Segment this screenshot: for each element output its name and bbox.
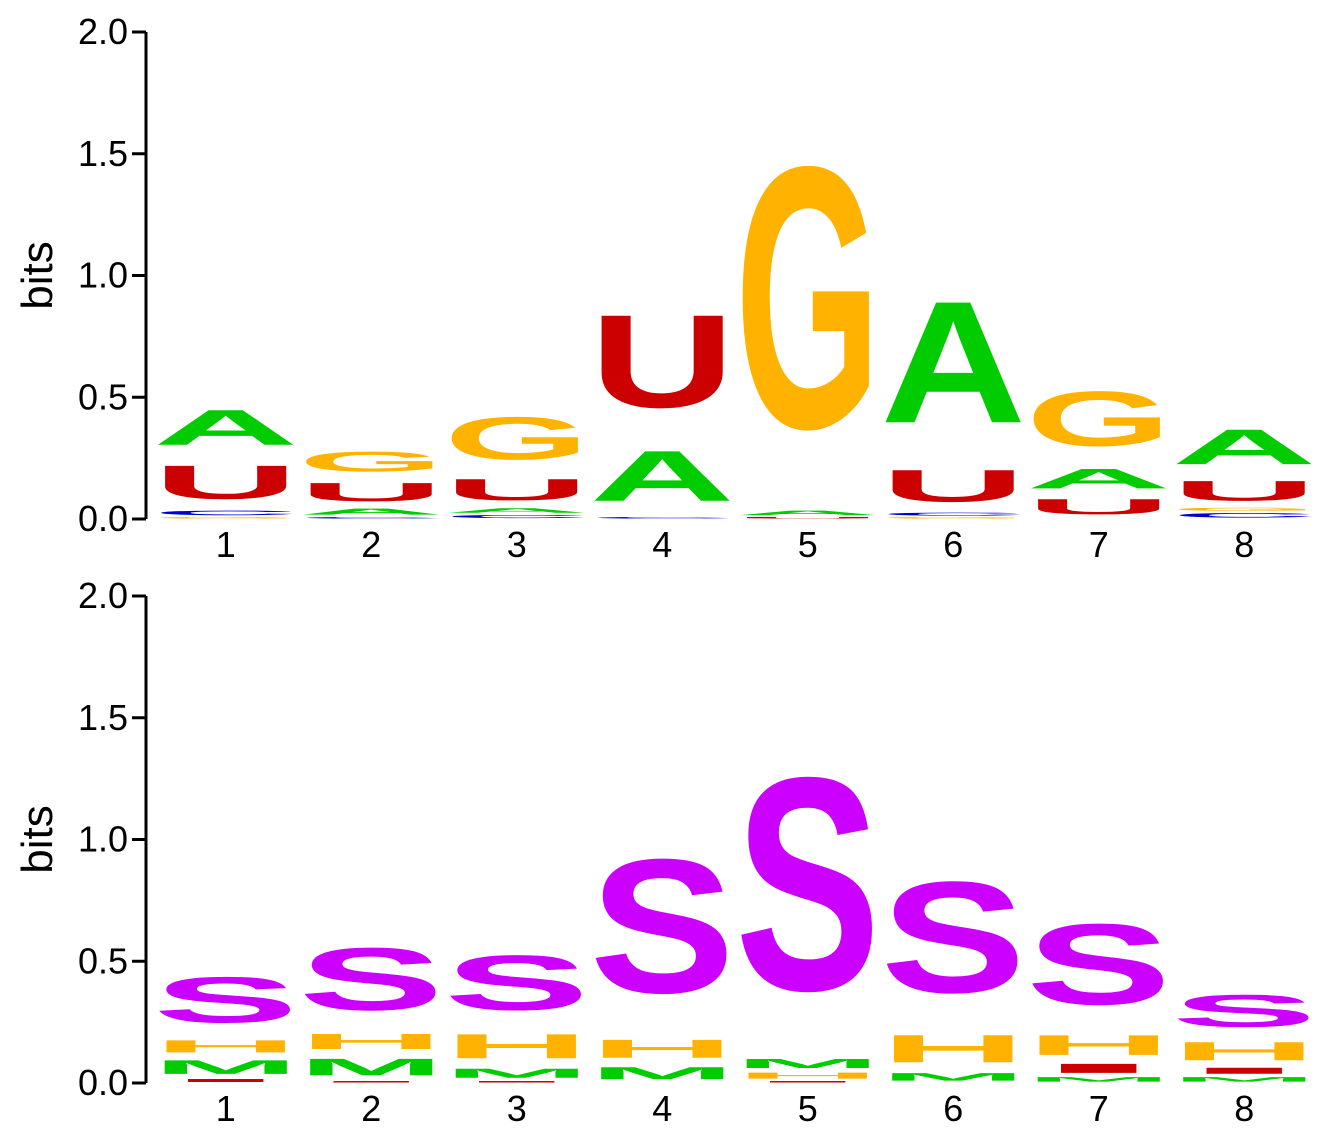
logo-letter-C: C (153, 509, 298, 516)
logo-letter-U: U (299, 478, 444, 507)
logo-letter-U: U (444, 473, 589, 507)
y-tick-label: 1.0 (78, 819, 128, 860)
logo-letter-M: M (735, 1056, 880, 1071)
logo-letter-H: H (153, 1037, 298, 1056)
logo-letter-H: H (444, 1027, 589, 1066)
logo-panel-1: 0.00.51.01.52.0bitsGCUA1CAUG2CAUG3CAU4UA… (13, 11, 1317, 565)
logo-letter-I: I (299, 1081, 444, 1083)
y-axis-title: bits (13, 241, 62, 309)
logo-letter-G: G (444, 405, 589, 473)
logo-letter-A: A (299, 507, 444, 517)
logo-letter-H: H (590, 1034, 735, 1063)
x-tick-label: 5 (798, 1088, 818, 1129)
logo-letter-C: C (881, 512, 1026, 517)
y-tick-label: 1.0 (78, 255, 128, 296)
logo-letter-C: C (299, 517, 445, 519)
logo-letter-U: U (735, 517, 881, 519)
y-tick-label: 0.5 (78, 376, 128, 417)
y-tick-label: 2.0 (78, 11, 128, 52)
y-tick-label: 0.5 (78, 940, 128, 981)
logo-letter-U: U (153, 456, 298, 510)
logo-letter-I: I (1026, 1061, 1171, 1076)
x-tick-label: 1 (216, 524, 236, 565)
x-tick-label: 2 (361, 524, 381, 565)
logo-letter-A: A (1172, 419, 1317, 475)
logo-letter-S: S (590, 820, 735, 1034)
x-tick-label: 8 (1234, 1088, 1254, 1129)
logo-letter-C: C (1172, 512, 1317, 519)
logo-letter-A: A (590, 436, 736, 516)
logo-letter-A: A (1026, 463, 1171, 494)
y-axis-title: bits (13, 805, 62, 873)
logo-letter-C: C (590, 517, 736, 519)
logo-letter-G: G (1026, 375, 1171, 462)
logo-letter-G: G (881, 517, 1026, 519)
logo-letter-M: M (881, 1071, 1026, 1083)
x-tick-label: 3 (507, 524, 527, 565)
logo-letter-A: A (735, 509, 880, 516)
logo-letter-A: A (444, 507, 589, 514)
x-tick-label: 4 (652, 524, 672, 565)
y-tick-label: 0.0 (78, 498, 128, 539)
logo-letter-I: I (153, 1078, 298, 1083)
logo-letter-M: M (444, 1066, 589, 1081)
logo-letter-G: G (1172, 507, 1317, 512)
logo-letter-S: S (444, 939, 589, 1026)
logo-letter-S: S (1026, 900, 1171, 1029)
logo-letter-S: S (881, 849, 1026, 1026)
logo-letter-G: G (735, 88, 880, 507)
x-tick-label: 5 (798, 524, 818, 565)
y-tick-label: 2.0 (78, 575, 128, 616)
logo-letter-G: G (153, 517, 298, 519)
logo-letter-M: M (299, 1054, 444, 1081)
logo-letter-C: C (444, 514, 589, 519)
y-tick-label: 1.5 (78, 697, 128, 738)
logo-letter-U: U (1172, 475, 1317, 506)
logo-letter-A: A (153, 400, 298, 456)
logo-letter-G: G (299, 446, 444, 477)
x-tick-label: 3 (507, 1088, 527, 1129)
logo-letter-M: M (153, 1056, 298, 1078)
logo-letter-H: H (1172, 1037, 1317, 1066)
logo-letter-M: M (590, 1064, 735, 1083)
logo-letter-I: I (735, 1081, 880, 1083)
logo-letter-H: H (735, 1071, 880, 1081)
logo-letter-S: S (735, 715, 880, 1055)
logo-letter-M: M (1026, 1076, 1171, 1083)
logo-letter-I: I (444, 1081, 589, 1083)
logo-letter-S: S (299, 930, 444, 1030)
y-tick-label: 1.5 (78, 133, 128, 174)
logo-letter-U: U (1026, 495, 1171, 519)
x-tick-label: 1 (216, 1088, 236, 1129)
logo-letter-S: S (153, 964, 298, 1037)
x-tick-label: 7 (1089, 1088, 1109, 1129)
x-tick-label: 2 (361, 1088, 381, 1129)
logo-letter-H: H (1026, 1030, 1171, 1061)
logo-letter-U: U (881, 460, 1026, 511)
logo-letter-H: H (299, 1029, 444, 1053)
y-tick-label: 0.0 (78, 1062, 128, 1103)
logo-panel-2: 0.00.51.01.52.0bitsIMHS1IMHS2IMHS3MHS4IH… (13, 575, 1317, 1129)
logo-letter-S: S (1172, 986, 1317, 1037)
x-tick-label: 7 (1089, 524, 1109, 565)
x-tick-label: 6 (943, 1088, 963, 1129)
logo-letter-I: I (1172, 1066, 1317, 1076)
x-tick-label: 6 (943, 524, 963, 565)
x-tick-label: 4 (652, 1088, 672, 1129)
x-tick-label: 8 (1234, 524, 1254, 565)
logo-letter-A: A (881, 265, 1026, 459)
logo-letter-M: M (1172, 1076, 1317, 1083)
logo-letter-U: U (590, 288, 735, 436)
logo-letter-H: H (881, 1027, 1026, 1071)
